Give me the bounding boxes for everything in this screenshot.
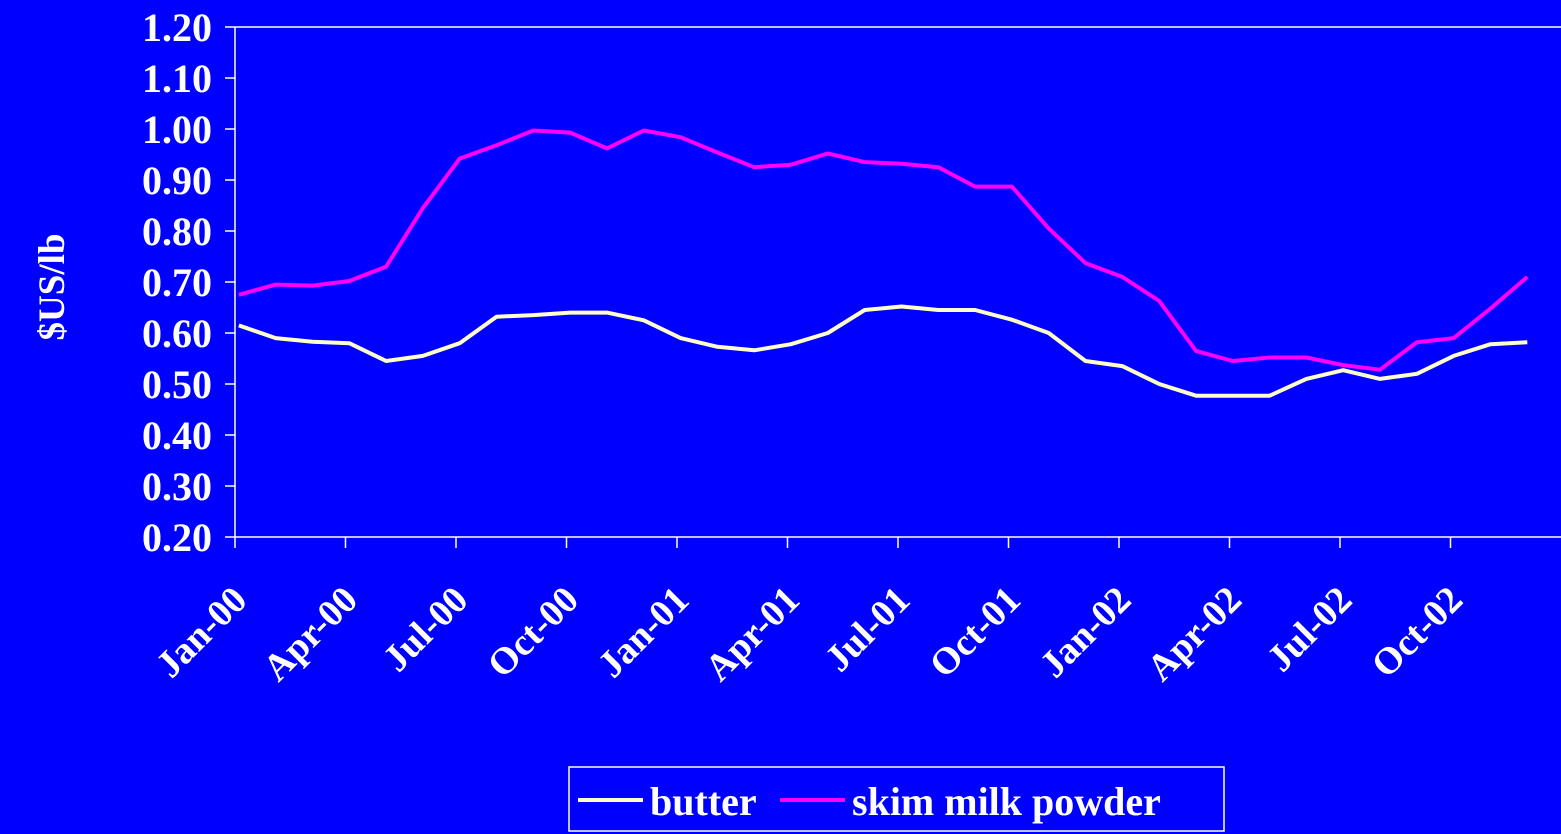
x-tick-label: Jul-00 [375,579,476,680]
series-layer [238,128,1529,398]
y-axis: 0.20 0.30 0.40 0.50 0.60 0.70 0.80 0.90 1.00 1.10… [142,5,235,560]
y-tick-label: 0.40 [142,413,212,458]
legend-label-butter: butter [650,779,757,824]
x-tick-label: Apr-01 [697,579,808,690]
x-tick-label: Oct-01 [922,579,1029,686]
y-tick-label: 0.30 [142,464,212,509]
y-tick-label: 0.20 [142,515,212,560]
plot-area [234,26,1561,538]
x-tick-label: Jan-00 [148,579,255,686]
y-tick-label: 1.00 [142,107,212,152]
legend: butter skim milk powder [568,766,1225,832]
series-line-skim-milk-powder [238,128,1529,372]
x-tick-label: Apr-00 [255,579,366,690]
x-tick-label: Jan-02 [1032,579,1139,686]
x-tick-label: Jul-02 [1259,579,1360,680]
y-axis-title: $US/lb [32,234,73,341]
series-line-butter [238,304,1528,398]
y-tick-label: 0.50 [142,362,212,407]
x-axis: Jan-00 Apr-00 Jul-00 Oct-00 Jan-01 Apr-01 Jul-… [148,537,1471,689]
y-tick-label: 0.70 [142,260,212,305]
legend-label-skim-milk-powder: skim milk powder [852,779,1161,824]
y-tick-label: 0.90 [142,158,212,203]
x-tick-label: Oct-00 [480,579,587,686]
x-tick-label: Jul-01 [817,579,918,680]
y-tick-label: 0.80 [142,209,212,254]
y-tick-label: 1.20 [142,5,212,50]
y-tick-label: 0.60 [142,311,212,356]
x-tick-label: Oct-02 [1364,579,1471,686]
y-tick-label: 1.10 [142,56,212,101]
x-tick-label: Apr-02 [1139,579,1250,690]
legend-box [568,766,1225,832]
x-tick-label: Jan-01 [590,579,697,686]
